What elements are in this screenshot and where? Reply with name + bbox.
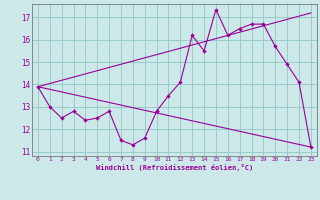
X-axis label: Windchill (Refroidissement éolien,°C): Windchill (Refroidissement éolien,°C): [96, 164, 253, 171]
